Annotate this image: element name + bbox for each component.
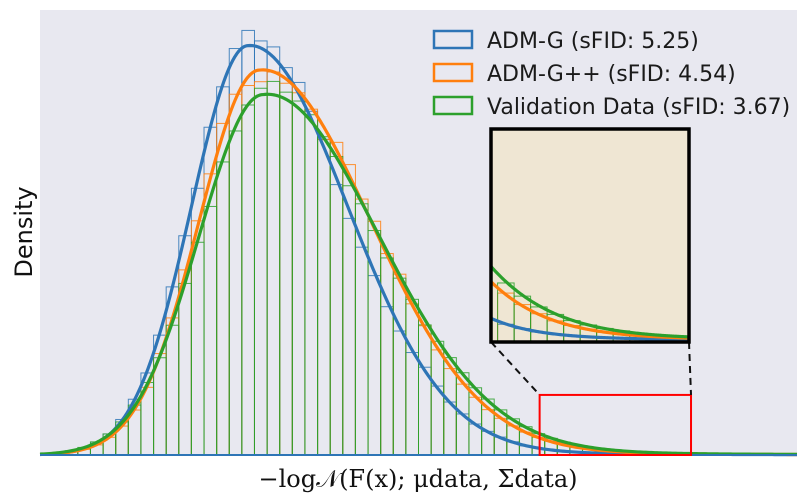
legend-swatch	[432, 29, 474, 50]
x-axis-label: −log𝒩(F(x); μdata, Σdata)	[258, 465, 577, 493]
legend-label: ADM-G (sFID: 5.25)	[487, 29, 699, 54]
legend: ADM-G (sFID: 5.25) ADM-G++ (sFID: 4.54) Va…	[432, 29, 790, 120]
zoom-region-box	[538, 393, 693, 456]
inset-background	[491, 129, 689, 342]
density-curve	[39, 92, 798, 456]
inset-density-curve	[491, 316, 689, 342]
inset-density-curve	[491, 280, 689, 340]
legend-swatch	[432, 95, 474, 116]
legend-label: Validation Data (sFID: 3.67)	[487, 95, 790, 120]
inset-zoom-panel	[489, 127, 691, 344]
legend-label: ADM-G++ (sFID: 4.54)	[487, 62, 736, 87]
inset-density-curve	[491, 265, 689, 339]
zoom-connector-right	[688, 341, 693, 395]
inset-border	[489, 127, 691, 344]
y-axis-label: Density	[10, 186, 38, 277]
legend-swatch	[432, 62, 474, 83]
